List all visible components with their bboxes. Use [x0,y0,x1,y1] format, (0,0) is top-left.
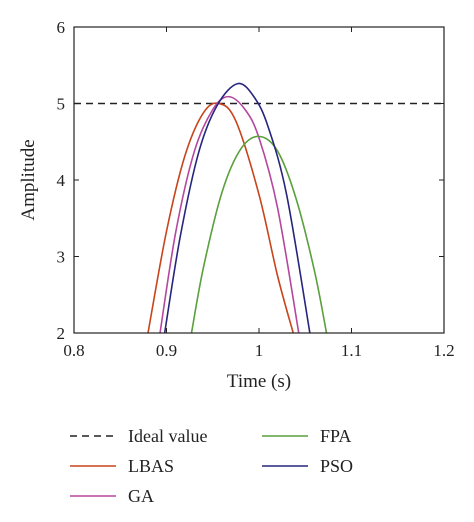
series-line-ga [159,95,300,333]
series-line-lbas [147,102,294,333]
legend-label-fpa: FPA [320,426,351,446]
y-tick-label: 5 [57,95,66,114]
legend-label-lbas: LBAS [128,456,174,476]
legend-label-pso: PSO [320,456,353,476]
y-tick-label: 4 [57,171,66,190]
legend-label-ga: GA [128,486,154,506]
y-tick-label: 6 [57,18,66,37]
x-tick-label: 1 [255,341,264,360]
y-axis-title: Amplitude [18,139,39,220]
x-tick-label: 0.8 [63,341,84,360]
legend-label-ideal-value: Ideal value [128,426,207,446]
y-tick-label: 3 [57,248,66,267]
x-tick-label: 0.9 [156,341,177,360]
tick-labels: 0.8 0.9 1 1.1 1.2 2 3 4 5 6 [57,18,455,360]
x-tick-label: 1.1 [341,341,362,360]
axes-frame [73,26,445,334]
series-line-pso [163,82,311,333]
legend: Ideal value LBAS GA FPA PSO [70,426,353,506]
y-tick-label: 2 [57,324,66,343]
plot-lines [74,82,444,333]
series-line-fpa [190,135,328,333]
x-axis-title: Time (s) [227,371,291,392]
axis-ticks [73,26,445,334]
x-tick-label: 1.2 [433,341,454,360]
